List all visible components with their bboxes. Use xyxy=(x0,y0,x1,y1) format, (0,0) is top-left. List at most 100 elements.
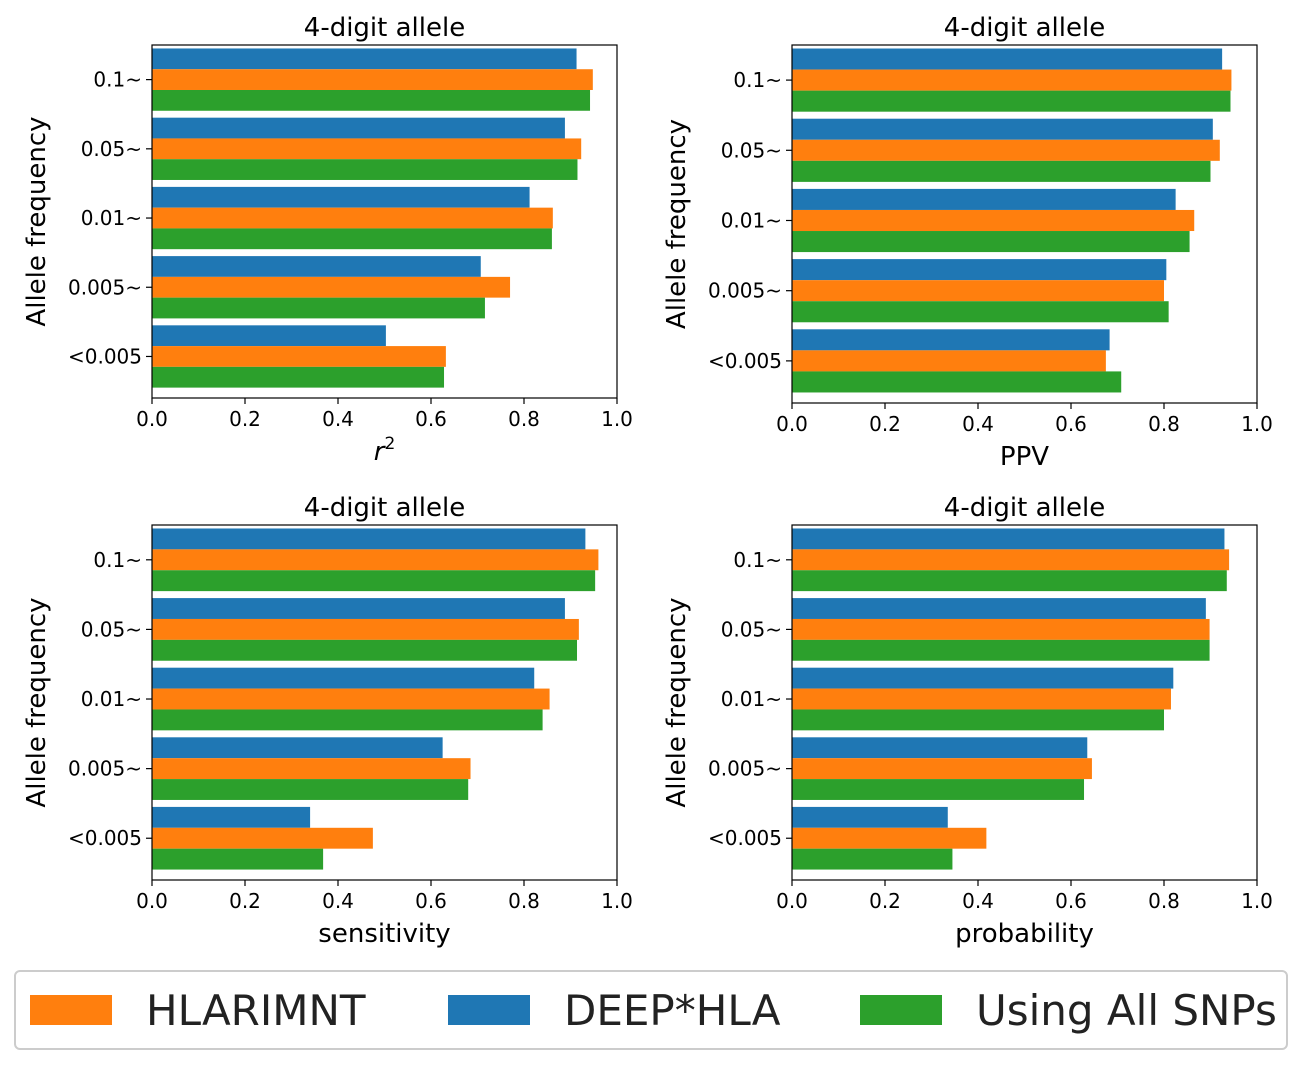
x-axis-label: probability xyxy=(955,919,1094,949)
bar-hlarimnt-3 xyxy=(152,207,553,229)
y-axis-label: Allele frequency xyxy=(22,597,52,807)
x-tick-label: 1.0 xyxy=(601,407,633,431)
y-tick-label: 0.01~ xyxy=(721,208,782,232)
bar-using-all-snps-5 xyxy=(792,848,953,870)
bar-deep-hla-5 xyxy=(152,806,311,828)
chart-title: 4-digit allele xyxy=(944,493,1105,523)
bar-hlarimnt-5 xyxy=(792,827,987,849)
y-tick-label: 0.005~ xyxy=(68,757,142,781)
bar-deep-hla-1 xyxy=(792,528,1225,550)
bar-hlarimnt-5 xyxy=(792,350,1106,372)
bar-hlarimnt-4 xyxy=(792,758,1092,780)
y-tick-label: 0.01~ xyxy=(81,206,142,230)
x-axis-label-base: r xyxy=(374,437,387,467)
y-tick-label: 0.005~ xyxy=(708,279,782,303)
x-tick-label: 0.8 xyxy=(508,889,540,913)
bar-deep-hla-5 xyxy=(152,325,386,347)
bar-using-all-snps-1 xyxy=(152,570,596,592)
y-tick-label: 0.01~ xyxy=(721,687,782,711)
x-tick-label: 0.4 xyxy=(322,407,354,431)
legend-swatch-hlarimnt xyxy=(30,995,112,1025)
x-tick-label: 0.4 xyxy=(962,889,994,913)
bar-hlarimnt-3 xyxy=(792,688,1171,710)
y-tick-label: 0.005~ xyxy=(708,757,782,781)
bar-using-all-snps-5 xyxy=(152,366,445,388)
legend-swatch-all-snps xyxy=(860,995,942,1025)
bar-deep-hla-3 xyxy=(152,186,530,208)
bar-hlarimnt-2 xyxy=(152,138,582,160)
bar-using-all-snps-4 xyxy=(792,301,1169,323)
chart-panel-2: 0.1~ 0.05~ 0.01~ 0.005~ <0.005 0.0 0.2 0.4 0.6 0.… xyxy=(662,13,1273,472)
bar-using-all-snps-4 xyxy=(152,297,485,319)
plot-frame xyxy=(151,524,618,881)
x-tick-label: 0.8 xyxy=(1148,412,1180,436)
bar-deep-hla-4 xyxy=(792,259,1167,281)
x-tick-label: 0.6 xyxy=(1055,412,1087,436)
chart-title: 4-digit allele xyxy=(304,13,465,43)
y-tick-label: <0.005 xyxy=(708,349,782,373)
plot-frame xyxy=(151,44,618,399)
chart-title: 4-digit allele xyxy=(304,493,465,523)
legend-label-deephla: DEEP*HLA xyxy=(564,985,781,1035)
x-tick-label: 1.0 xyxy=(1241,412,1273,436)
figure: 0.1~ 0.05~ 0.01~ 0.005~ <0.005 0.0 0.2 0.4 0.6 0.… xyxy=(22,13,1273,949)
legend: HLARIMNT DEEP*HLA Using All SNPs xyxy=(14,970,1288,1050)
y-tick-label: 0.005~ xyxy=(68,275,142,299)
bar-using-all-snps-2 xyxy=(152,639,578,661)
y-tick-label: 0.1~ xyxy=(733,68,782,92)
bar-hlarimnt-2 xyxy=(792,618,1210,640)
bar-deep-hla-2 xyxy=(152,598,565,619)
bar-using-all-snps-2 xyxy=(792,160,1211,182)
chart-panel-4: 0.1~ 0.05~ 0.01~ 0.005~ <0.005 0.0 0.2 0.4 0.6 0.… xyxy=(662,493,1273,949)
bar-deep-hla-3 xyxy=(152,667,535,689)
legend-label-all-snps: Using All SNPs xyxy=(976,985,1277,1035)
x-tick-label: 0.8 xyxy=(508,407,540,431)
y-tick-label: 0.1~ xyxy=(733,548,782,572)
bar-using-all-snps-1 xyxy=(792,570,1227,592)
bar-hlarimnt-2 xyxy=(792,139,1220,161)
bar-using-all-snps-3 xyxy=(152,709,543,731)
y-tick-label: <0.005 xyxy=(68,826,142,850)
bar-deep-hla-1 xyxy=(152,528,586,550)
x-axis-label-superscript: 2 xyxy=(384,434,395,454)
bar-hlarimnt-3 xyxy=(152,688,550,710)
bar-deep-hla-1 xyxy=(152,48,577,70)
bar-hlarimnt-5 xyxy=(152,827,373,849)
bar-deep-hla-5 xyxy=(792,806,948,828)
bar-deep-hla-2 xyxy=(152,117,565,139)
bar-using-all-snps-1 xyxy=(792,90,1231,112)
y-tick-label: 0.05~ xyxy=(721,617,782,641)
chart-panel-3: 0.1~ 0.05~ 0.01~ 0.005~ <0.005 0.0 0.2 0.4 0.6 0.… xyxy=(22,493,633,949)
x-tick-label: 0.2 xyxy=(229,889,261,913)
bar-deep-hla-5 xyxy=(792,329,1110,351)
y-tick-label: 0.05~ xyxy=(81,137,142,161)
x-tick-label: 0.2 xyxy=(229,407,261,431)
legend-item-deephla: DEEP*HLA xyxy=(448,972,780,1048)
x-tick-label: 0.0 xyxy=(136,889,168,913)
plot-frame xyxy=(791,524,1258,881)
bar-using-all-snps-5 xyxy=(152,848,324,870)
x-tick-label: 0.0 xyxy=(776,889,808,913)
y-axis-label: Allele frequency xyxy=(22,116,52,326)
x-tick-label: 0.6 xyxy=(415,889,447,913)
y-tick-label: <0.005 xyxy=(68,344,142,368)
bar-hlarimnt-5 xyxy=(152,346,446,367)
bar-using-all-snps-3 xyxy=(792,709,1164,731)
x-tick-label: 0.2 xyxy=(869,412,901,436)
y-tick-label: 0.01~ xyxy=(81,687,142,711)
bar-using-all-snps-3 xyxy=(792,231,1190,253)
bar-using-all-snps-4 xyxy=(792,779,1085,800)
bar-using-all-snps-5 xyxy=(792,371,1122,393)
bar-using-all-snps-2 xyxy=(792,639,1210,661)
bar-hlarimnt-4 xyxy=(152,276,511,298)
y-tick-label: 0.05~ xyxy=(81,617,142,641)
y-tick-label: 0.1~ xyxy=(93,68,142,92)
bar-using-all-snps-1 xyxy=(152,89,591,111)
bar-using-all-snps-2 xyxy=(152,159,578,180)
legend-item-all-snps: Using All SNPs xyxy=(860,972,1277,1048)
bar-using-all-snps-3 xyxy=(152,228,552,250)
x-tick-label: 0.6 xyxy=(1055,889,1087,913)
x-tick-label: 0.4 xyxy=(962,412,994,436)
bar-hlarimnt-4 xyxy=(152,758,471,780)
bar-deep-hla-3 xyxy=(792,188,1176,210)
